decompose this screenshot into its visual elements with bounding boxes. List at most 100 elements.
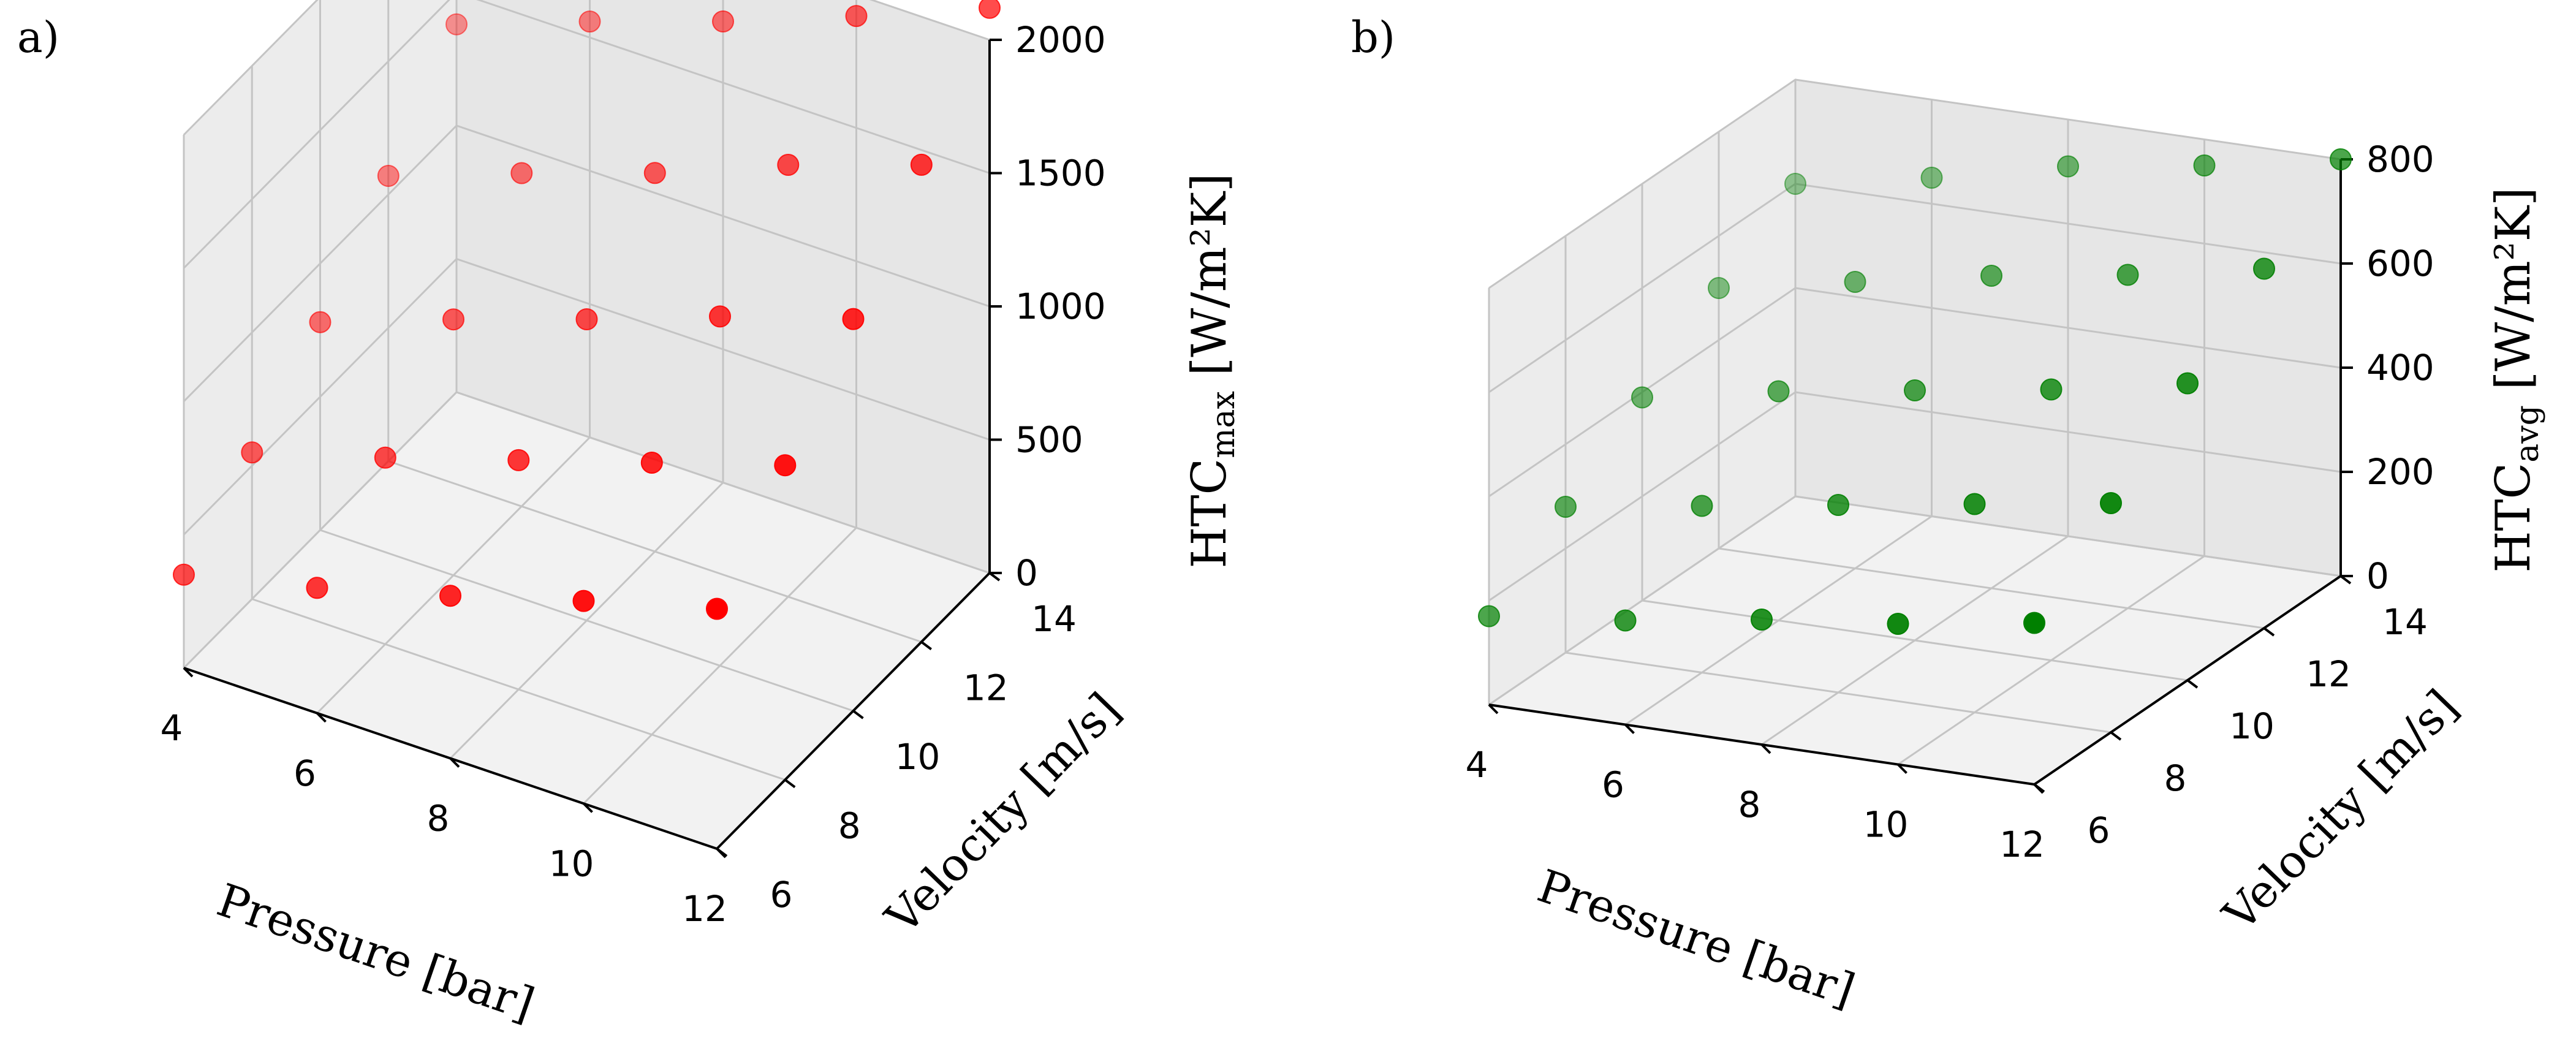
data-point xyxy=(173,563,195,586)
data-point xyxy=(1784,173,1806,195)
data-point xyxy=(1963,493,1986,515)
velocity-tick xyxy=(2263,627,2275,637)
htc-title-subscript: max xyxy=(1205,391,1242,458)
data-point xyxy=(2176,372,2199,395)
pressure-tick-label: 8 xyxy=(427,798,450,840)
pressure-tick-label: 8 xyxy=(1738,784,1761,825)
data-point xyxy=(1614,609,1637,632)
pressure-tick xyxy=(1488,704,1499,715)
velocity-tick-label: 12 xyxy=(963,667,1009,709)
pressure-tick xyxy=(449,757,460,768)
velocity-tick xyxy=(852,710,864,719)
data-point xyxy=(306,577,328,599)
wall-gridline-htc xyxy=(1488,495,2341,706)
data-point xyxy=(2193,154,2216,176)
axis-panes xyxy=(183,0,991,850)
pressure-tick xyxy=(583,802,593,813)
data-point xyxy=(640,452,663,474)
floor-gridline-velocity xyxy=(1565,651,2112,734)
floor-gridline-velocity xyxy=(388,460,922,643)
floor-gridline-velocity xyxy=(320,529,854,712)
data-point xyxy=(1904,379,1926,401)
htc-title-main: HTC xyxy=(2486,463,2541,573)
wall-gridline-htc xyxy=(183,257,990,536)
pressure-axis-title: Pressure [bar] xyxy=(1531,860,1861,1017)
velocity-tick xyxy=(2186,679,2199,689)
data-point xyxy=(1827,494,1849,516)
velocity-tick-label: 14 xyxy=(2382,601,2428,643)
panel-a-htc-max-chart: 12 10 8 6 4 6 8 10 12 140 500 1000 1500 2000 a) Pressur… xyxy=(17,0,1242,1031)
pressure-tick xyxy=(183,667,194,678)
panel-b-htc-avg-chart: 12 10 8 6 4 6 8 10 12 140 200 400 600 800 b) Pressure [… xyxy=(1351,12,2546,1017)
velocity-tick-label: 8 xyxy=(838,805,861,847)
velocity-tick-label: 6 xyxy=(2088,810,2110,851)
htc-title-unit: [W/m²K] xyxy=(1182,173,1237,392)
htc-tick-label: 0 xyxy=(2366,555,2389,597)
floor-gridline-velocity xyxy=(1642,599,2188,681)
data-point xyxy=(1767,380,1790,403)
data-point xyxy=(578,10,601,33)
velocity-tick-label: 12 xyxy=(2306,653,2351,695)
data-point xyxy=(1751,609,1773,631)
wall-gridline-htc xyxy=(183,0,990,136)
velocity-tick-label: 6 xyxy=(770,874,793,916)
data-point xyxy=(2023,612,2045,634)
data-point xyxy=(1980,265,2002,287)
data-point xyxy=(1478,605,1500,628)
velocity-axis-title: Velocity [m/s] xyxy=(875,683,1131,944)
data-point xyxy=(507,449,530,471)
data-points xyxy=(1478,148,2352,635)
htc-tick-label: 0 xyxy=(1015,552,1038,594)
wall-gridline-htc xyxy=(1488,78,2341,289)
velocity-tick xyxy=(920,640,932,651)
data-point xyxy=(709,305,731,328)
data-point xyxy=(712,10,734,32)
tick-labels: 12 10 8 6 4 6 8 10 12 140 500 1000 1500 2000 xyxy=(161,19,1106,930)
data-point xyxy=(377,165,400,187)
htc-title-unit: [W/m²K] xyxy=(2486,187,2541,405)
data-point xyxy=(2330,148,2352,170)
pressure-tick xyxy=(1760,743,1771,754)
data-point xyxy=(842,308,865,330)
htc-tick-label: 500 xyxy=(1015,419,1083,461)
data-point xyxy=(643,162,666,184)
data-point xyxy=(910,153,933,176)
htc-axis-title: HTCmax [W/m²K] xyxy=(1182,173,1242,569)
data-point xyxy=(706,597,728,620)
htc-title-subscript: avg xyxy=(2509,405,2546,463)
pressure-axis-title: Pressure [bar] xyxy=(211,874,540,1031)
floor-gridline-velocity xyxy=(1718,547,2265,629)
data-point xyxy=(1920,167,1943,189)
floor-gridline-velocity xyxy=(251,598,786,781)
data-point xyxy=(2057,155,2079,178)
data-point xyxy=(774,454,797,477)
panel-label: b) xyxy=(1351,12,1395,63)
velocity-tick-label: 8 xyxy=(2164,757,2187,799)
htc-axis-title: HTCavg [W/m²K] xyxy=(2486,187,2546,572)
wall-gridline-htc xyxy=(1488,183,2341,393)
htc-tick-label: 1500 xyxy=(1015,153,1106,194)
data-point xyxy=(1555,496,1577,518)
data-point xyxy=(575,308,598,330)
pressure-tick-label: 6 xyxy=(1602,764,1624,806)
data-point xyxy=(309,311,331,333)
data-point xyxy=(1631,386,1653,409)
data-point xyxy=(979,0,1001,19)
data-point xyxy=(1887,613,1909,635)
pressure-tick-label: 10 xyxy=(549,843,594,884)
data-point xyxy=(572,590,595,612)
htc-tick-label: 400 xyxy=(2366,347,2434,389)
panel-label: a) xyxy=(17,12,59,63)
htc-tick-label: 600 xyxy=(2366,243,2434,284)
data-point xyxy=(241,441,263,464)
data-point xyxy=(845,5,868,28)
velocity-tick xyxy=(2110,731,2122,741)
data-point xyxy=(442,308,464,331)
htc-tick-label: 1000 xyxy=(1015,286,1106,327)
pressure-tick xyxy=(1624,724,1635,734)
pressure-tick-label: 12 xyxy=(1999,824,2045,865)
wall-gridline-htc xyxy=(183,391,990,669)
wall-gridline-htc xyxy=(1488,287,2341,498)
htc-tick-label: 200 xyxy=(2366,451,2434,493)
